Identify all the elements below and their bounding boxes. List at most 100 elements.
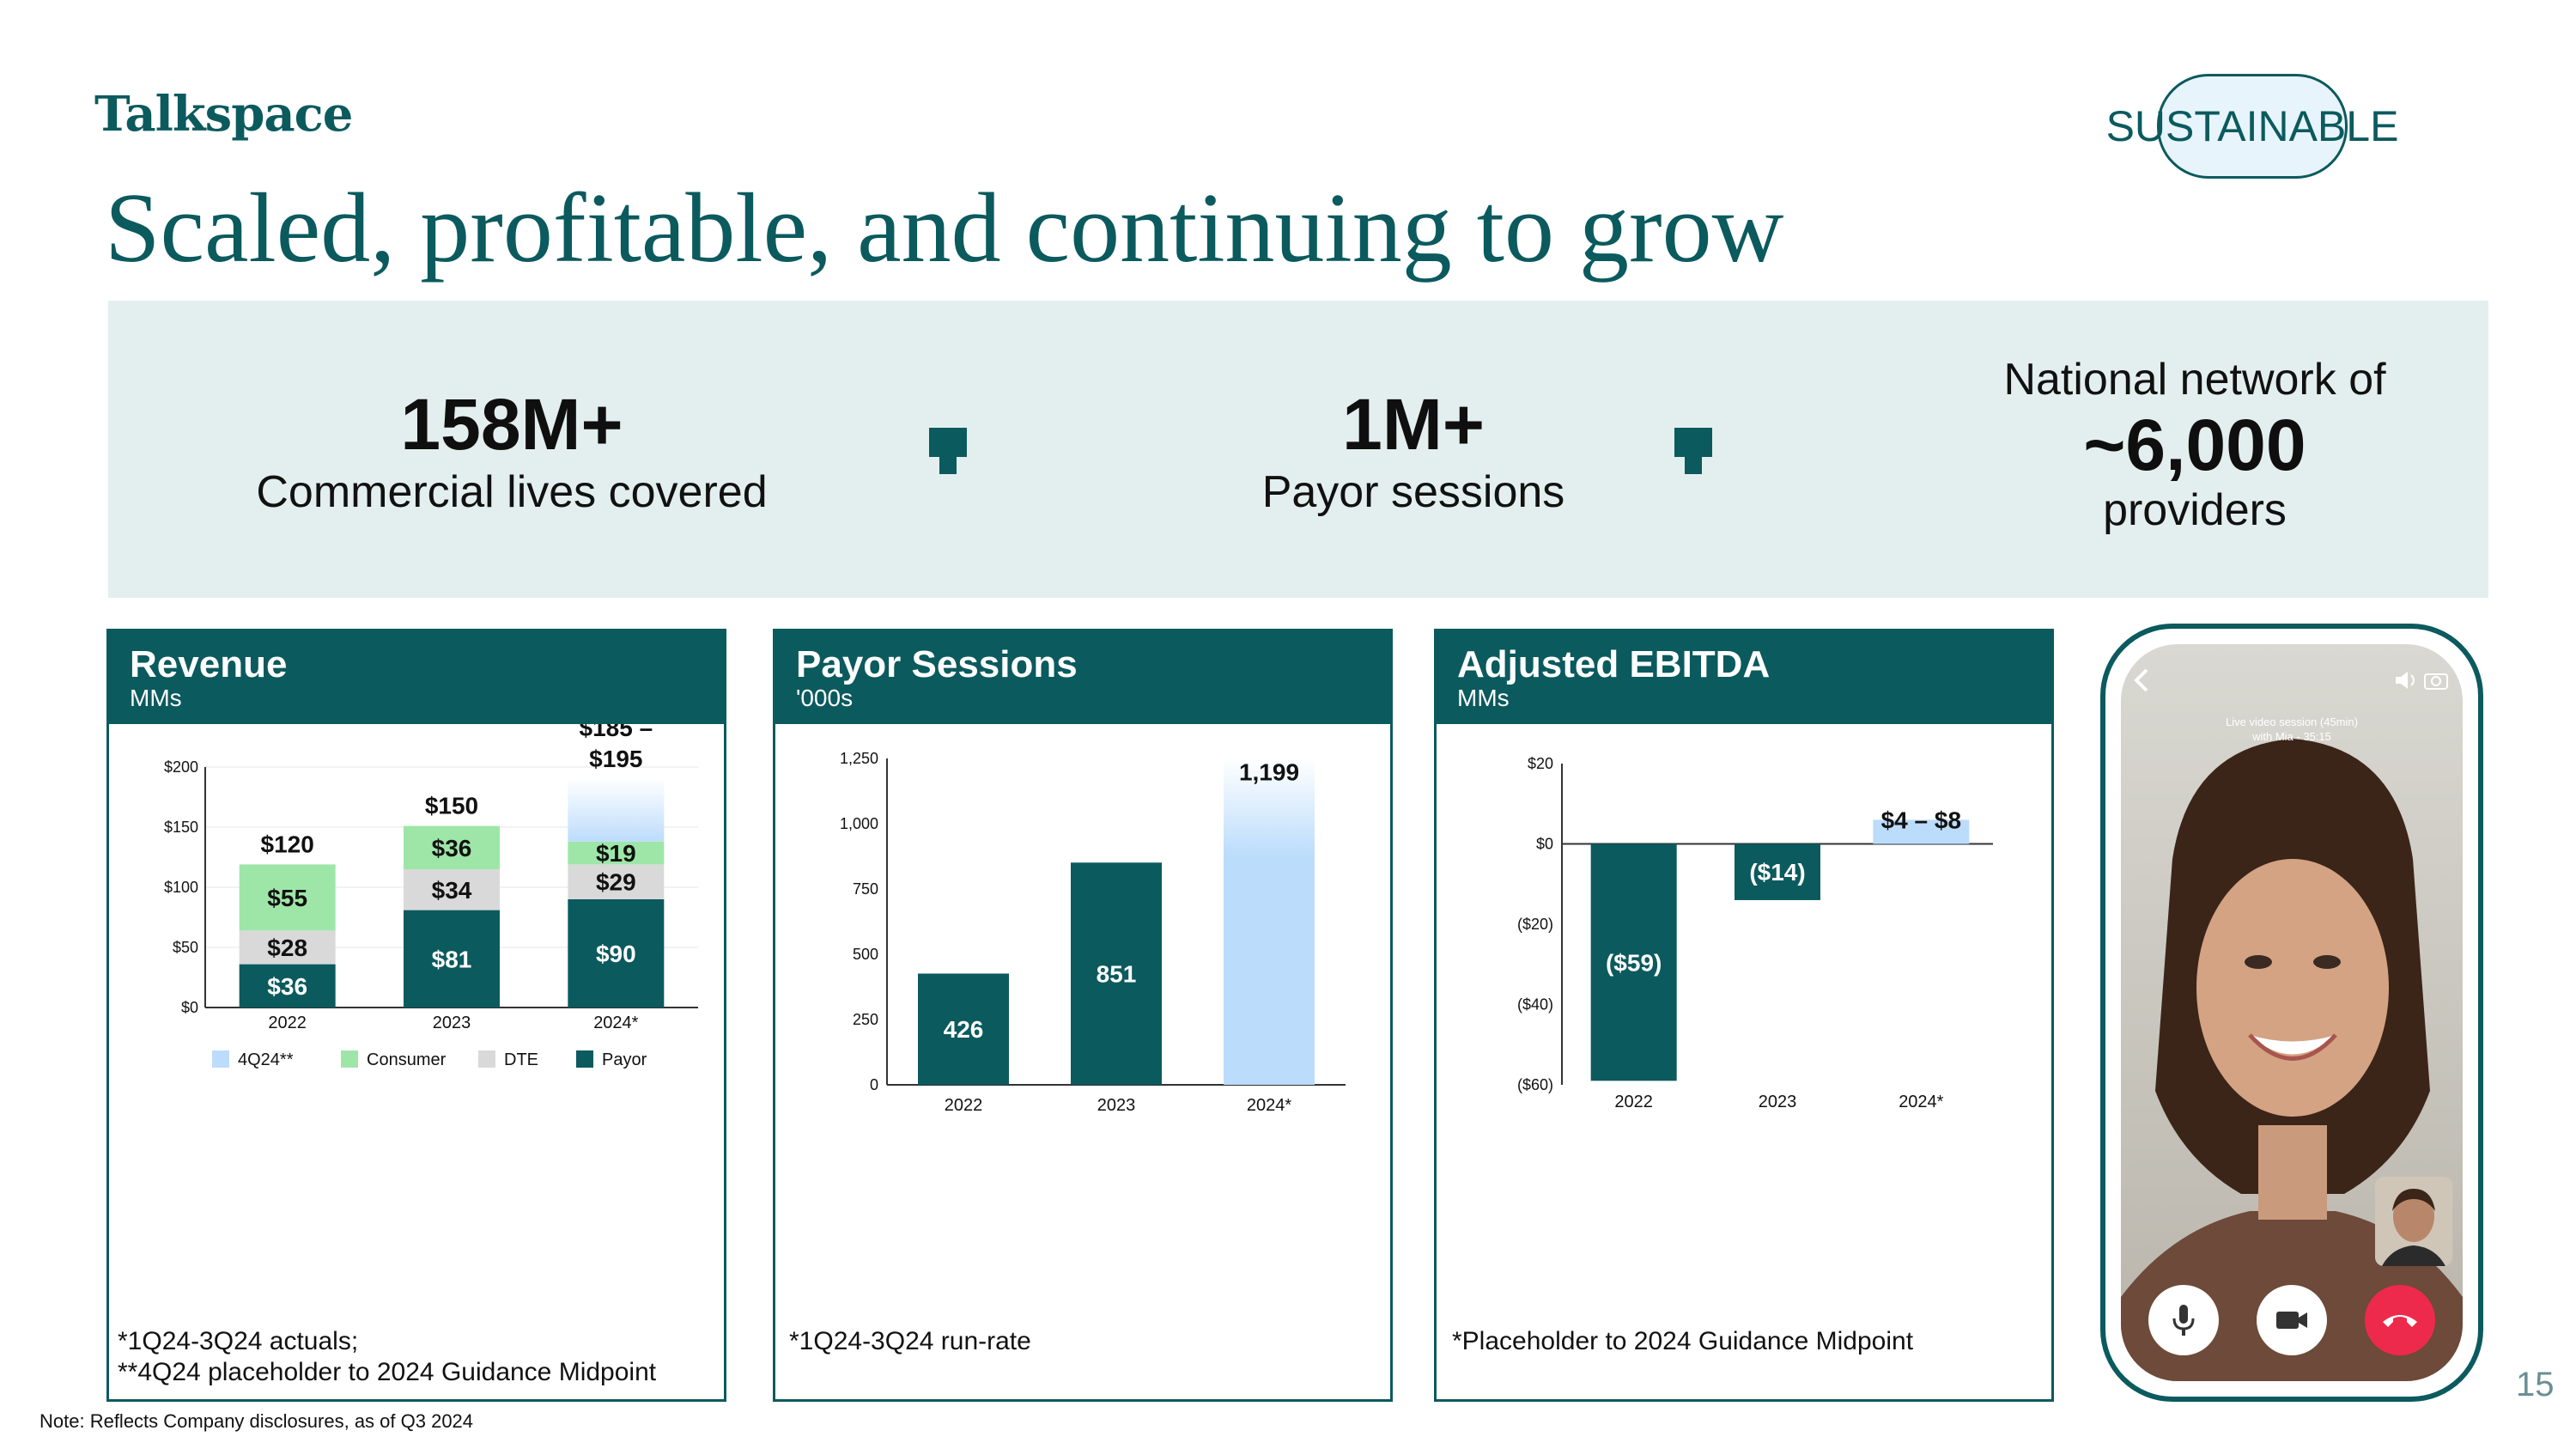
total-label: $185 – [580, 724, 653, 741]
bar-segment-consumer [404, 825, 500, 869]
y-tick-label: $200 [164, 758, 198, 776]
data-label: 426 [944, 1016, 984, 1043]
mute-button[interactable] [2148, 1285, 2219, 1355]
page-title: Scaled, profitable, and continuing to gr… [105, 174, 1784, 283]
y-tick-label: ($60) [1517, 1076, 1553, 1093]
ebitda-chart: $20 $0 ($20) ($40) ($60) ($59) 2022 ($14) 2023 $4… [1517, 755, 1993, 1111]
stats-band: 158M+ Commercial lives covered 1M+ Payor… [108, 301, 2488, 598]
revenue-unit: MMs [130, 685, 182, 711]
ebitda-header: Adjusted EBITDA MMs [1437, 631, 2051, 724]
sessions-header: Payor Sessions '000s [775, 631, 1390, 724]
total-label: $120 [261, 831, 314, 857]
back-chevron-icon[interactable] [2131, 667, 2152, 694]
bar-segment-payor [404, 910, 500, 1008]
bar-segment-dte [568, 864, 665, 899]
sessions-title: Payor Sessions [796, 643, 1078, 685]
legend-label: Payor [602, 1050, 647, 1069]
quote-divider-icon [929, 428, 967, 474]
y-tick-label: 0 [870, 1076, 878, 1093]
legend-swatch [341, 1050, 358, 1068]
data-label: $4 – $8 [1881, 807, 1961, 833]
legend-swatch [212, 1050, 229, 1068]
session-caption-1: Live video session (45min) [2226, 715, 2358, 728]
x-tick-label: 2024* [1247, 1096, 1291, 1115]
bar-segment-dte [239, 930, 336, 965]
ebitda-footnote: *Placeholder to 2024 Guidance Midpoint [1452, 1327, 1914, 1355]
speaker-icon[interactable] [2394, 670, 2420, 691]
video-call-screen: Live video session (45min) with Mia - 35… [2121, 644, 2463, 1381]
revenue-footnote-2: **4Q24 placeholder to 2024 Guidance Midp… [118, 1358, 657, 1386]
camera-switch-icon[interactable] [2423, 670, 2449, 691]
data-label: 851 [1097, 961, 1137, 988]
y-tick-label: $50 [173, 939, 198, 956]
y-tick-label: 750 [853, 880, 878, 898]
y-tick-label: ($20) [1517, 916, 1553, 933]
legend-label: DTE [504, 1050, 538, 1069]
session-caption-2: with Mia - 35:15 [2252, 730, 2331, 743]
stat-sessions-value: 1M+ [1342, 384, 1485, 465]
disclosure-note: Note: Reflects Company disclosures, as o… [39, 1410, 474, 1432]
data-label: ($59) [1606, 949, 1662, 976]
sessions-footnote: *1Q24-3Q24 run-rate [789, 1327, 1031, 1355]
stat-providers: National network of ~6,000 providers [1886, 354, 2504, 536]
bar-2023 [1735, 843, 1820, 900]
sessions-chart: 0 250 500 750 1,000 1,250 426 2022 851 2023 1,199 2… [840, 750, 1346, 1115]
end-call-button[interactable] [2365, 1285, 2435, 1355]
x-tick-label: 2024* [1899, 1093, 1943, 1111]
phone-mockup: Live video session (45min) with Mia - 35… [2100, 624, 2483, 1402]
sessions-panel: Payor Sessions '000s 0 250 500 750 1,000 1,25… [773, 629, 1393, 1402]
bar-2022 [918, 973, 1009, 1085]
bar-2024* [1224, 758, 1315, 1085]
data-label: $90 [596, 941, 636, 967]
y-tick-label: $20 [1528, 755, 1553, 772]
x-tick-label: 2023 [1759, 1093, 1797, 1111]
x-tick-label: 2022 [268, 1014, 307, 1032]
revenue-chart: $0 $50 $100 $150 $200 $36 $28 $55 $120 2022 $81 $34… [164, 724, 698, 1069]
session-caption: Live video session (45min) with Mia - 35… [2172, 715, 2411, 744]
data-label: $28 [267, 935, 307, 961]
stat-sessions: 1M+ Payor sessions [1104, 383, 1722, 518]
y-tick-label: $0 [1536, 836, 1553, 853]
x-tick-label: 2023 [1097, 1096, 1136, 1115]
video-camera-icon [2276, 1312, 2307, 1329]
bar-2022 [1590, 843, 1677, 1081]
stat-providers-prefix: National network of [2003, 355, 2386, 405]
revenue-header: Revenue MMs [109, 631, 724, 724]
talkspace-logo: Talkspace [94, 86, 353, 143]
stat-lives: 158M+ Commercial lives covered [203, 383, 821, 518]
total-label: $195 [589, 746, 642, 772]
data-label: $55 [267, 885, 307, 911]
page-number: 15 [2516, 1366, 2555, 1403]
ebitda-panel: Adjusted EBITDA MMs $20 $0 ($20) ($40) ($60)… [1434, 629, 2054, 1402]
data-label: 1,199 [1239, 759, 1299, 786]
ebitda-title: Adjusted EBITDA [1457, 643, 1771, 685]
video-toggle-button[interactable] [2257, 1285, 2327, 1355]
stat-providers-label: providers [2103, 485, 2287, 535]
bar-2023 [1071, 862, 1162, 1085]
bar-2024* [1873, 819, 1970, 844]
y-tick-label: $0 [181, 999, 198, 1016]
stat-lives-label: Commercial lives covered [256, 467, 768, 517]
microphone-icon [2172, 1305, 2195, 1336]
x-tick-label: 2023 [433, 1014, 471, 1032]
self-view-thumbnail[interactable] [2375, 1177, 2452, 1266]
ebitda-unit: MMs [1457, 685, 1510, 711]
stat-sessions-label: Payor sessions [1261, 467, 1565, 517]
hang-up-icon [2383, 1315, 2417, 1327]
data-label: $34 [432, 877, 472, 904]
sustainable-badge: SUSTAINABLE [2106, 74, 2398, 179]
data-label: $36 [267, 973, 307, 1000]
y-tick-label: $100 [164, 879, 198, 896]
legend-swatch [478, 1050, 495, 1068]
bar-segment-4q24 [568, 779, 665, 842]
y-tick-label: 500 [853, 946, 878, 963]
bar-segment-payor [239, 964, 336, 1008]
sessions-unit: '000s [796, 685, 854, 711]
bar-segment-consumer [568, 841, 665, 865]
therapist-portrait [2121, 644, 2463, 1381]
data-label: $29 [596, 869, 636, 896]
x-tick-label: 2022 [945, 1096, 983, 1115]
x-tick-label: 2022 [1614, 1093, 1653, 1111]
y-tick-label: $150 [164, 819, 198, 836]
revenue-title: Revenue [130, 643, 288, 685]
